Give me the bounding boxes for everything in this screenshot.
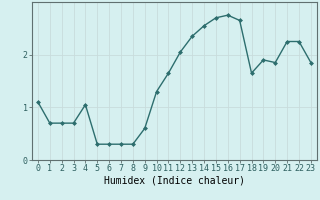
X-axis label: Humidex (Indice chaleur): Humidex (Indice chaleur) — [104, 176, 245, 186]
